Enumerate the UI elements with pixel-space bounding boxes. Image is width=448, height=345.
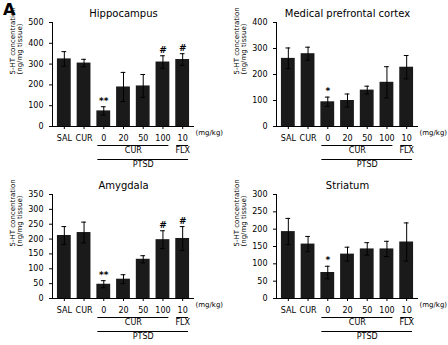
svg-text:300: 300 [252, 44, 267, 53]
svg-text:50: 50 [33, 279, 43, 288]
svg-text:5-HT concentration(ng/mg tissu: 5-HT concentration(ng/mg tissue) [233, 7, 248, 74]
svg-text:100: 100 [379, 306, 394, 315]
svg-text:20: 20 [342, 306, 352, 315]
svg-text:100: 100 [379, 134, 394, 143]
svg-text:10: 10 [178, 306, 188, 315]
svg-text:SAL: SAL [281, 134, 297, 143]
svg-text:50: 50 [362, 306, 372, 315]
svg-text:0: 0 [38, 122, 43, 131]
svg-text:5-HT concentration(ng/mg tissu: 5-HT concentration(ng/mg tissue) [233, 179, 248, 246]
svg-text:CUR: CUR [76, 134, 93, 143]
svg-text:250: 250 [28, 220, 43, 229]
svg-text:CUR: CUR [300, 134, 317, 143]
svg-text:#: # [159, 220, 167, 230]
html-text:A: A [3, 0, 16, 19]
svg-text:CUR: CUR [76, 306, 93, 315]
svg-text:#: # [179, 216, 187, 226]
svg-text:Hippocampus: Hippocampus [89, 8, 157, 19]
svg-text:50: 50 [138, 134, 148, 143]
svg-text:100: 100 [28, 264, 43, 273]
svg-text:SAL: SAL [57, 306, 73, 315]
svg-text:10: 10 [402, 306, 412, 315]
svg-text:0: 0 [38, 294, 43, 303]
svg-text:50: 50 [138, 306, 148, 315]
svg-text:300: 300 [28, 205, 43, 214]
svg-text:SAL: SAL [281, 306, 297, 315]
svg-text:SAL: SAL [57, 134, 73, 143]
svg-text:150: 150 [28, 249, 43, 258]
svg-text:250: 250 [252, 207, 267, 216]
svg-text:PTSD: PTSD [357, 160, 378, 169]
svg-text:10: 10 [402, 134, 412, 143]
svg-text:CUR: CUR [125, 146, 142, 155]
svg-text:50: 50 [257, 277, 267, 286]
svg-text:0: 0 [325, 306, 330, 315]
svg-text:10: 10 [178, 134, 188, 143]
svg-text:PTSD: PTSD [133, 160, 154, 169]
svg-text:*: * [325, 86, 330, 96]
svg-text:FLX: FLX [175, 146, 190, 155]
svg-text:200: 200 [28, 235, 43, 244]
svg-text:FLX: FLX [399, 146, 414, 155]
svg-text:**: ** [99, 96, 109, 106]
svg-text:100: 100 [155, 306, 170, 315]
html-text:(ng/mg tissue): (ng/mg tissue) [16, 23, 25, 75]
svg-text:500: 500 [28, 18, 43, 27]
svg-text:0: 0 [262, 294, 267, 303]
svg-text:CUR: CUR [125, 318, 142, 327]
svg-text:100: 100 [28, 101, 43, 110]
svg-text:200: 200 [252, 225, 267, 234]
svg-text:5-HT concentration(ng/mg tissu: 5-HT concentration(ng/mg tissue) [9, 179, 24, 246]
svg-text:20: 20 [118, 134, 128, 143]
svg-text:0: 0 [325, 134, 330, 143]
svg-text:350: 350 [28, 190, 43, 199]
svg-text:Medical prefrontal cortex: Medical prefrontal cortex [285, 8, 410, 19]
svg-text:100: 100 [252, 96, 267, 105]
svg-text:PTSD: PTSD [357, 332, 378, 341]
svg-text:200: 200 [28, 80, 43, 89]
svg-text:400: 400 [28, 39, 43, 48]
svg-text:0: 0 [101, 306, 106, 315]
svg-text:300: 300 [252, 190, 267, 199]
svg-text:CUR: CUR [349, 318, 366, 327]
svg-text:(mg/kg): (mg/kg) [195, 301, 223, 309]
svg-text:100: 100 [155, 134, 170, 143]
svg-text:200: 200 [252, 70, 267, 79]
svg-text:(mg/kg): (mg/kg) [419, 129, 447, 137]
svg-text:#: # [179, 43, 187, 53]
svg-text:#: # [159, 45, 167, 55]
svg-text:20: 20 [342, 134, 352, 143]
svg-text:*: * [325, 255, 330, 265]
svg-text:FLX: FLX [399, 318, 414, 327]
svg-text:20: 20 [118, 306, 128, 315]
svg-text:(mg/kg): (mg/kg) [419, 301, 447, 309]
svg-text:(mg/kg): (mg/kg) [195, 129, 223, 137]
svg-text:150: 150 [252, 242, 267, 251]
svg-text:PTSD: PTSD [133, 332, 154, 341]
html-text:5-HT concentration: 5-HT concentration [9, 7, 18, 75]
svg-text:0: 0 [101, 134, 106, 143]
svg-text:FLX: FLX [175, 318, 190, 327]
svg-text:Amygdala: Amygdala [98, 180, 148, 191]
svg-text:400: 400 [252, 18, 267, 27]
svg-text:Striatum: Striatum [326, 180, 369, 191]
svg-text:CUR: CUR [300, 306, 317, 315]
svg-text:100: 100 [252, 259, 267, 268]
svg-text:CUR: CUR [349, 146, 366, 155]
svg-text:300: 300 [28, 60, 43, 69]
svg-text:0: 0 [262, 122, 267, 131]
svg-text:**: ** [99, 270, 109, 280]
svg-text:50: 50 [362, 134, 372, 143]
